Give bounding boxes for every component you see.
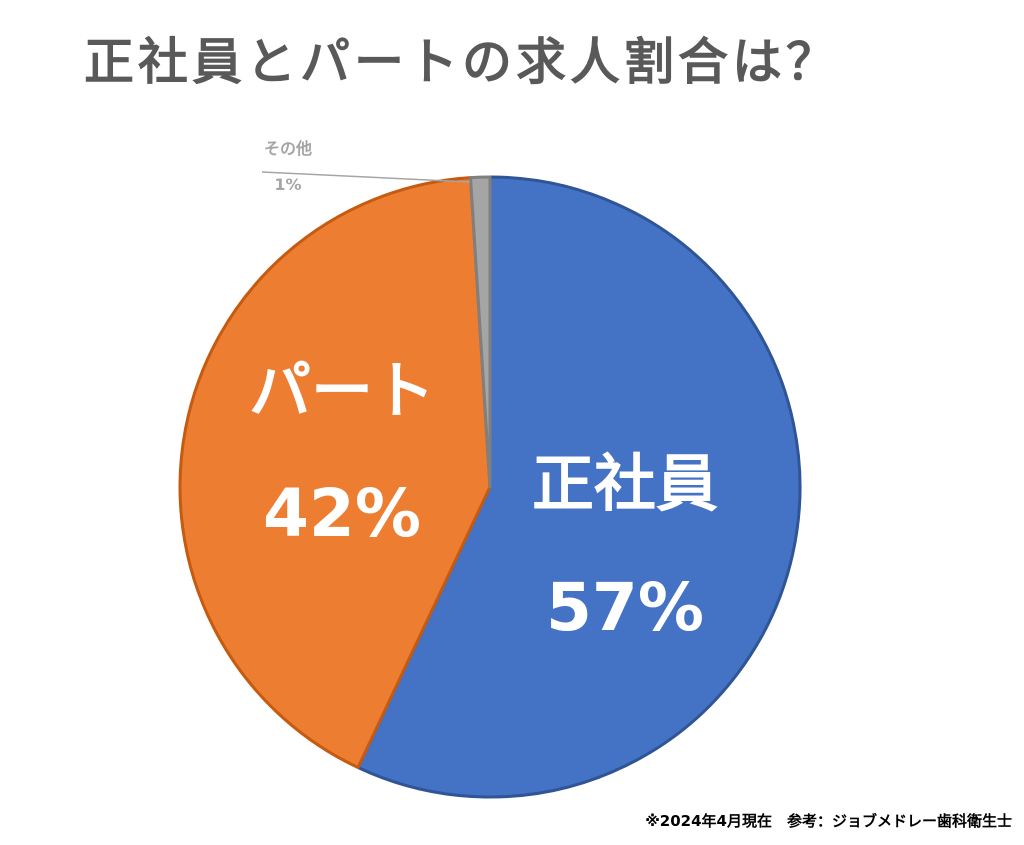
source-footnote: ※2024年4月現在 参考：ジョブメドレー歯科衛生士 — [645, 812, 1012, 830]
slice-percent-2: 42% — [263, 475, 421, 552]
other-leader-line — [261, 171, 471, 183]
pie-slice-2 — [178, 176, 492, 769]
pie-slice-3 — [469, 175, 492, 489]
slice-percent-1: 57% — [546, 569, 704, 646]
pie-labels: 正社員 57% パート 42% その他 1% — [249, 139, 718, 646]
pie-slices — [178, 175, 802, 799]
slice-label-3: その他 — [264, 139, 312, 158]
pie-slice-1 — [356, 175, 802, 799]
slice-label-1: 正社員 — [532, 447, 718, 520]
slice-percent-3: 1% — [274, 175, 301, 194]
chart-title: 正社員とパートの求人割合は？ — [84, 33, 840, 91]
slice-label-2: パート — [249, 354, 435, 427]
